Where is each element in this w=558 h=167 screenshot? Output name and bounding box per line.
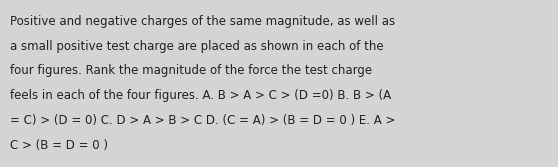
Text: four figures. Rank the magnitude of the force the test charge: four figures. Rank the magnitude of the … <box>10 64 372 77</box>
Text: Positive and negative charges of the same magnitude, as well as: Positive and negative charges of the sam… <box>10 15 395 28</box>
Text: a small positive test charge are placed as shown in each of the: a small positive test charge are placed … <box>10 40 384 53</box>
Text: feels in each of the four figures. A. B > A > C > (D =0) B. B > (A: feels in each of the four figures. A. B … <box>10 89 391 102</box>
Text: = C) > (D = 0) C. D > A > B > C D. (C = A) > (B = D = 0 ) E. A >: = C) > (D = 0) C. D > A > B > C D. (C = … <box>10 114 396 127</box>
Text: C > (B = D = 0 ): C > (B = D = 0 ) <box>10 139 108 152</box>
